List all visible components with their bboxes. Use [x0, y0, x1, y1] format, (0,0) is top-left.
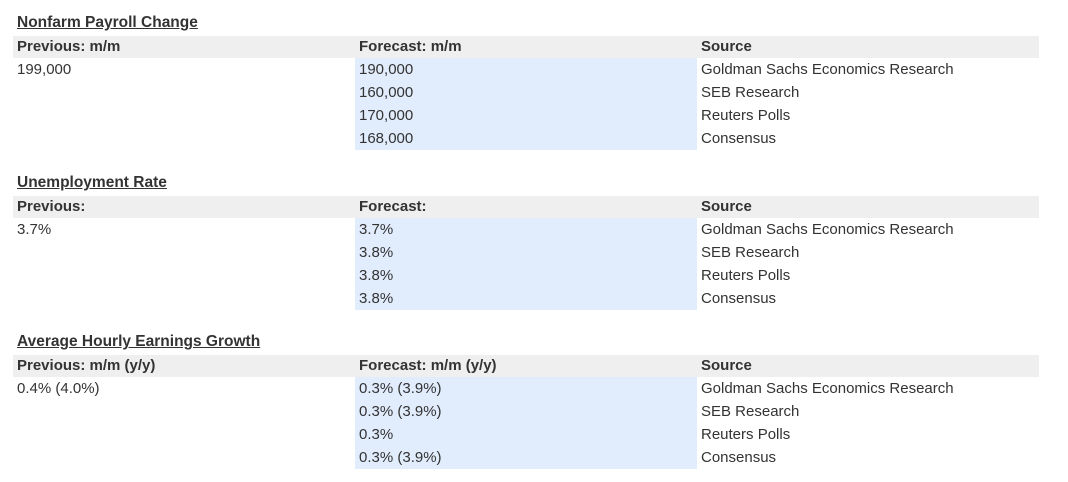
- forecast-value: 3.8%: [359, 290, 394, 307]
- forecast-value: 0.3% (3.9%): [359, 449, 442, 466]
- previous-value: 3.7%: [17, 221, 52, 238]
- forecast-column: 190,000 160,000 170,000 168,000: [355, 58, 697, 150]
- previous-value: 199,000: [17, 61, 72, 78]
- source-name: Consensus: [701, 290, 777, 307]
- header-source: Source: [701, 198, 752, 215]
- header-source: Source: [701, 357, 752, 374]
- table-header-row: Previous: Forecast: Source: [13, 196, 1039, 218]
- header-previous: Previous:: [17, 198, 86, 215]
- forecast-value: 170,000: [359, 107, 414, 124]
- forecast-value: 168,000: [359, 130, 414, 147]
- header-forecast: Forecast: m/m (y/y): [359, 357, 497, 374]
- forecast-value: 0.3% (3.9%): [359, 403, 442, 420]
- source-name: SEB Research: [701, 244, 800, 261]
- section-title: Nonfarm Payroll Change: [17, 14, 198, 31]
- forecast-value: 0.3% (3.9%): [359, 380, 442, 397]
- forecast-value: 3.8%: [359, 267, 394, 284]
- source-name: Consensus: [701, 449, 777, 466]
- source-name: Reuters Polls: [701, 426, 791, 443]
- table-header-row: Previous: m/m Forecast: m/m Source: [13, 36, 1039, 58]
- section-title: Average Hourly Earnings Growth: [17, 333, 261, 350]
- previous-value: 0.4% (4.0%): [17, 380, 100, 397]
- source-name: SEB Research: [701, 403, 800, 420]
- table-header-row: Previous: m/m (y/y) Forecast: m/m (y/y) …: [13, 355, 1039, 377]
- section-title: Unemployment Rate: [17, 174, 167, 191]
- header-source: Source: [701, 38, 752, 55]
- header-forecast: Forecast:: [359, 198, 427, 215]
- forecast-value: 3.8%: [359, 244, 394, 261]
- forecast-value: 190,000: [359, 61, 414, 78]
- source-name: Reuters Polls: [701, 107, 791, 124]
- header-previous: Previous: m/m (y/y): [17, 357, 156, 374]
- source-name: Goldman Sachs Economics Research: [701, 61, 954, 78]
- source-name: Consensus: [701, 130, 777, 147]
- header-forecast: Forecast: m/m: [359, 38, 462, 55]
- source-name: Goldman Sachs Economics Research: [701, 380, 954, 397]
- source-name: Goldman Sachs Economics Research: [701, 221, 954, 238]
- forecast-column: 3.7% 3.8% 3.8% 3.8%: [355, 218, 697, 310]
- forecast-value: 3.7%: [359, 221, 394, 238]
- header-previous: Previous: m/m: [17, 38, 121, 55]
- forecast-value: 0.3%: [359, 426, 394, 443]
- source-name: SEB Research: [701, 84, 800, 101]
- source-name: Reuters Polls: [701, 267, 791, 284]
- forecast-value: 160,000: [359, 84, 414, 101]
- forecast-column: 0.3% (3.9%) 0.3% (3.9%) 0.3% 0.3% (3.9%): [355, 377, 697, 469]
